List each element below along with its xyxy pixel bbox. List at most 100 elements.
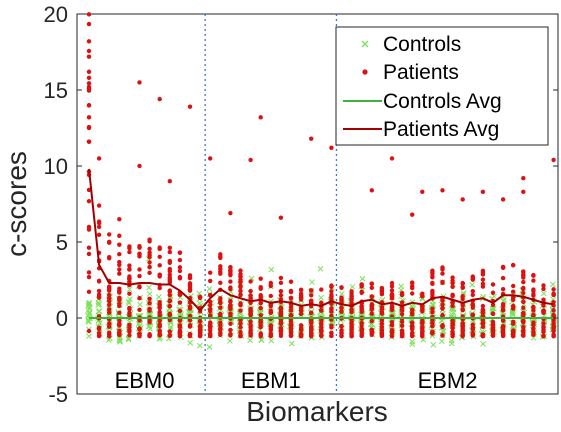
patients-point: [410, 327, 415, 332]
patients-point: [147, 332, 152, 337]
patients-point: [157, 328, 162, 334]
patients-point: [349, 289, 354, 294]
patients-point: [329, 283, 334, 288]
patients-point: [440, 324, 445, 329]
patients-point: [551, 287, 556, 292]
controls-point: [448, 311, 455, 318]
patients-point: [117, 332, 122, 338]
controls-point: [197, 342, 203, 349]
patients-point: [248, 306, 253, 311]
patients-point: [167, 245, 172, 250]
controls-point: [85, 301, 92, 308]
controls-point: [480, 340, 486, 347]
patients-point: [329, 325, 334, 330]
patients-point: [399, 311, 405, 317]
patients-point: [167, 266, 172, 272]
controls-point: [268, 337, 275, 344]
patients-point: [430, 306, 435, 311]
legend-box: [335, 26, 549, 146]
patients-point: [117, 321, 122, 326]
patients-point: [450, 275, 455, 280]
patients-point: [117, 310, 122, 316]
patients-point: [339, 323, 344, 329]
patients-point: [379, 290, 385, 295]
patients-point: [157, 246, 162, 252]
patients-point: [127, 322, 132, 328]
patients-point: [238, 292, 243, 297]
patients-point: [389, 330, 395, 335]
patients-point: [137, 326, 142, 331]
patients-point: [480, 270, 486, 275]
patients-outlier-point: [86, 125, 92, 131]
patients-point: [359, 284, 364, 289]
patients-point: [389, 288, 395, 293]
patients-point: [420, 293, 425, 299]
group-label-ebm0: EBM0: [115, 368, 175, 393]
patients-point: [228, 264, 233, 270]
patients-point: [157, 285, 162, 291]
patients-point: [187, 275, 193, 280]
patients-point: [228, 270, 233, 276]
patients-outlier-point: [86, 115, 92, 120]
patients-point: [511, 332, 516, 338]
patients-point: [490, 311, 496, 317]
patients-point: [430, 275, 435, 280]
patients-point: [218, 300, 223, 306]
patients-outlier-point: [137, 80, 142, 85]
patients-outlier-point: [369, 188, 374, 193]
patients-point: [137, 307, 142, 313]
controls-point: [147, 325, 153, 332]
patients-point: [157, 322, 162, 327]
patients-point: [147, 237, 152, 242]
patients-outlier-point: [410, 212, 415, 217]
patients-point: [147, 250, 152, 255]
patients-point: [430, 323, 435, 329]
patients-point: [197, 318, 203, 324]
patients-outlier-point: [86, 103, 92, 108]
patients-point: [460, 327, 465, 333]
legend-item-controls: Controls: [361, 33, 461, 56]
patients-outlier-point: [86, 69, 92, 74]
patients-point: [117, 328, 122, 334]
patients-point: [117, 297, 122, 302]
patients-point: [511, 289, 516, 294]
controls-point: [409, 338, 416, 345]
patients-point: [177, 250, 183, 255]
patients-point: [399, 308, 405, 313]
patients-point: [379, 327, 385, 333]
patients-point: [500, 286, 506, 292]
patients-point: [218, 332, 223, 338]
patients-point: [359, 333, 364, 338]
patients-point: [127, 333, 132, 338]
patients-point: [541, 334, 546, 339]
patients-point: [167, 272, 172, 277]
patients-point: [531, 304, 536, 310]
controls-point: [317, 265, 324, 272]
patients-point: [157, 305, 162, 311]
patients-point: [329, 333, 334, 339]
patients-point: [96, 333, 102, 339]
patients-point: [369, 302, 374, 308]
legend-item-patients-avg: Patients Avg: [343, 118, 499, 141]
patients-point: [531, 272, 536, 278]
patients-point: [541, 286, 546, 292]
controls-point: [156, 336, 163, 342]
patients-point: [147, 296, 152, 301]
patients-point: [450, 293, 455, 298]
patients-point: [490, 290, 496, 295]
patients-outlier-point: [86, 75, 92, 81]
patients-point: [531, 320, 536, 325]
patients-point: [420, 324, 425, 330]
patients-point: [278, 275, 284, 281]
patients-point: [410, 331, 415, 337]
controls-point: [430, 301, 436, 308]
patients-point: [440, 267, 445, 272]
x-axis-title: Biomarkers: [246, 396, 388, 427]
patients-point: [167, 292, 172, 298]
patients-point: [238, 284, 243, 290]
patients-point: [420, 309, 425, 314]
controls-point: [318, 294, 324, 301]
controls-point: [309, 279, 315, 285]
patients-point: [157, 309, 162, 315]
